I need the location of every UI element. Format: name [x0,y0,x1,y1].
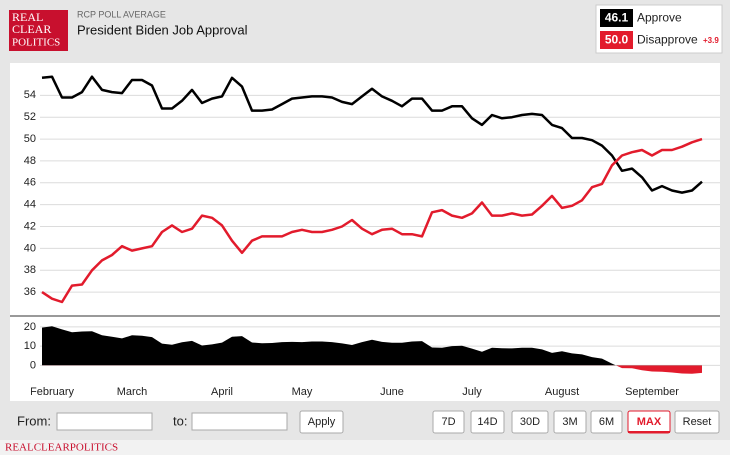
spread-area-negative [615,365,702,374]
range-label: MAX [637,416,662,428]
y-tick-label: 36 [24,286,36,298]
x-tick-label: February [30,386,75,398]
legend-swatch [600,9,633,27]
y-tick-label: 38 [24,264,36,276]
reset-label: Reset [683,416,712,428]
x-tick-label: March [117,386,148,398]
x-tick-label: April [211,386,233,398]
y-tick-label: 54 [24,89,36,101]
legend-label: Approve [637,11,682,25]
from-label: From: [17,413,51,428]
line-series [41,75,703,194]
y-tick-label: 46 [24,177,36,189]
logo[interactable] [9,10,68,51]
reset-button[interactable] [674,410,720,434]
y-tick-label: 20 [24,321,36,333]
apply-button[interactable] [299,410,344,434]
y-tick-label: 10 [24,340,36,352]
x-tick-label: June [380,386,404,398]
y-tick-label: 50 [24,133,36,145]
spread-area-positive [42,326,702,366]
to-label: to: [173,413,187,428]
x-tick-label: August [545,386,579,398]
legend-items: 46.1 Approve 50.0 Disapprove +3.9 [600,9,719,49]
y-tick-label: 52 [24,111,36,123]
x-tick-label: September [625,386,679,398]
logo-text: CLEAR [12,22,51,36]
range-label: 30D [520,416,540,428]
y-tick-label: 48 [24,155,36,167]
footer-brand: REALCLEARPOLITICS [5,442,118,454]
range-buttons: 7D 14D 30D 3M 6M MAX [432,410,671,434]
y-tick-label: 40 [24,242,36,254]
logo-text: POLITICS [12,37,60,49]
spread-label: +3.9 [703,36,719,45]
to-input[interactable] [191,412,288,431]
logo-text: REAL [12,10,43,24]
x-axis: February March April May June July August Septe… [30,386,679,398]
chart-title: President Biden Job Approval [77,22,248,37]
x-tick-label: July [462,386,482,398]
range-label: 7D [441,416,455,428]
plot: 36 38 40 42 44 46 48 50 52 54 0 10 20 [24,75,720,374]
range-button[interactable] [590,410,623,434]
legend-swatch [600,31,633,49]
legend-value: 50.0 [605,33,629,47]
chart-subtitle: RCP POLL AVERAGE [77,9,166,19]
legend-value: 46.1 [605,11,629,25]
x-tick-label: May [292,386,313,398]
footer-bg [0,440,730,455]
y-tick-label: 44 [24,199,36,211]
range-label: 14D [477,416,497,428]
apply-label: Apply [308,416,336,428]
y-tick-label: 0 [30,359,36,371]
range-button[interactable] [511,410,549,434]
legend-label: Disapprove [637,33,698,47]
from-input[interactable] [56,412,153,431]
line-series [41,137,703,304]
range-button[interactable] [432,410,465,434]
range-button[interactable] [553,410,587,434]
range-label: 3M [562,416,577,428]
range-button[interactable] [470,410,505,434]
range-label: 6M [599,416,614,428]
y-tick-label: 42 [24,220,36,232]
